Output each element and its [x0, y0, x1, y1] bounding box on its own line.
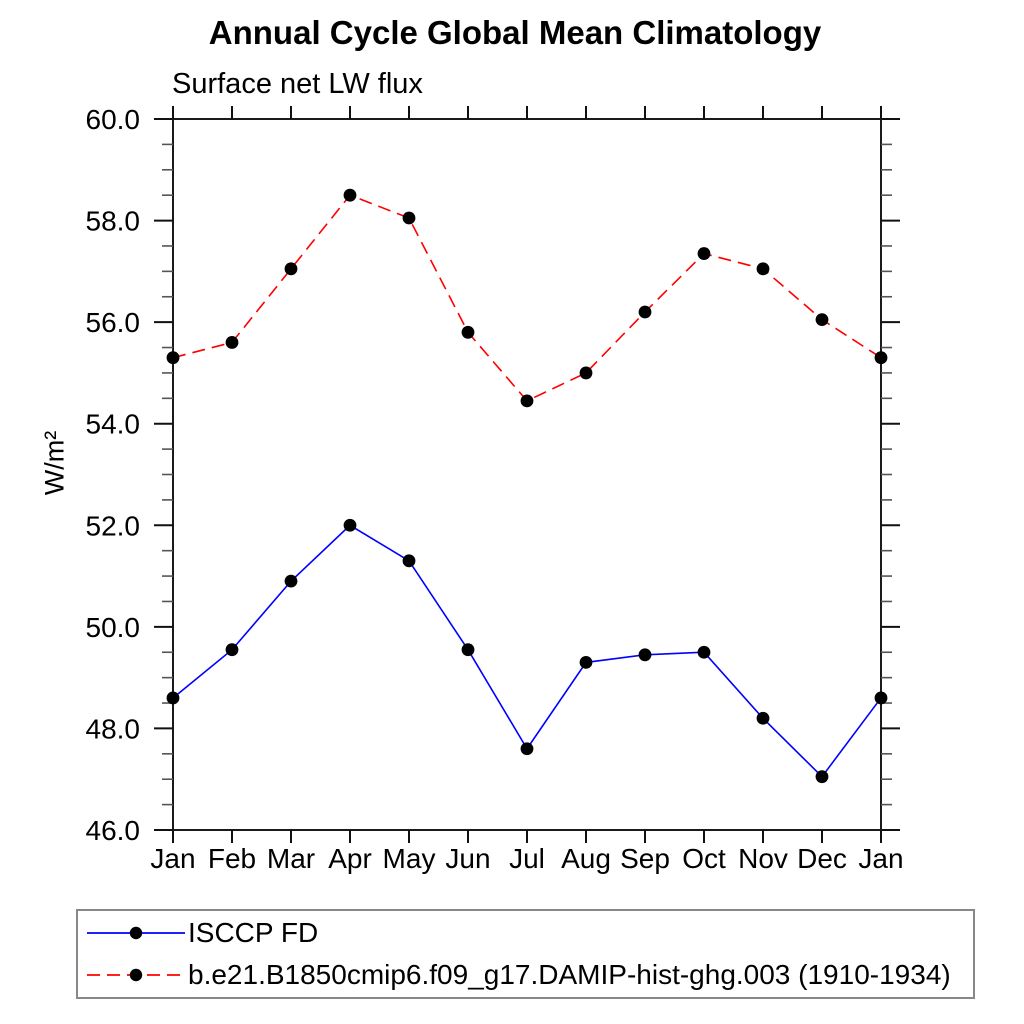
- x-tick-label: Feb: [208, 843, 256, 874]
- y-tick-label: 54.0: [86, 409, 141, 440]
- plot-frame: [172, 118, 882, 831]
- legend-item-model: b.e21.B1850cmip6.f09_g17.DAMIP-hist-ghg.…: [78, 954, 973, 996]
- x-tick-label: Jun: [445, 843, 490, 874]
- data-point-marker: [579, 366, 593, 380]
- data-point-marker: [461, 643, 475, 657]
- x-tick-label: Aug: [561, 843, 611, 874]
- x-tick-label: Nov: [738, 843, 788, 874]
- data-point-marker: [461, 325, 475, 339]
- data-point-marker: [697, 645, 711, 659]
- data-point-marker: [284, 574, 298, 588]
- data-point-marker: [697, 247, 711, 260]
- series-line-0: [172, 524, 882, 778]
- legend-label-model: b.e21.B1850cmip6.f09_g17.DAMIP-hist-ghg.…: [188, 959, 951, 990]
- x-tick-label: Jul: [509, 843, 545, 874]
- chart-subtitle: Surface net LW flux: [172, 68, 423, 100]
- data-point-marker: [579, 656, 593, 669]
- data-point-marker: [520, 394, 534, 408]
- y-tick-label: 52.0: [86, 510, 141, 541]
- x-tick-label: Sep: [620, 843, 670, 874]
- data-point-marker: [402, 211, 416, 225]
- x-tick-label: May: [383, 843, 436, 874]
- y-tick-label: 60.0: [86, 104, 141, 135]
- y-tick-label: 58.0: [86, 206, 141, 237]
- data-point-marker: [874, 351, 888, 365]
- data-point-marker: [225, 336, 239, 349]
- x-tick-label: Apr: [328, 843, 372, 874]
- data-point-marker: [225, 643, 239, 657]
- x-tick-label: Oct: [682, 843, 726, 874]
- data-point-marker: [815, 313, 829, 327]
- x-tick-label: Jan: [858, 843, 903, 874]
- legend-line-sample-model: [87, 968, 185, 982]
- y-tick-label: 50.0: [86, 612, 141, 643]
- y-tick-label: 46.0: [86, 815, 141, 846]
- legend-item-isccp: ISCCP FD: [78, 912, 973, 954]
- data-point-marker: [874, 691, 888, 705]
- y-tick-label: 48.0: [86, 713, 141, 744]
- x-tick-label: Jan: [150, 843, 195, 874]
- data-point-marker: [756, 711, 770, 725]
- data-point-marker: [638, 648, 652, 662]
- data-point-marker: [284, 262, 298, 276]
- series-line-1: [172, 194, 882, 402]
- x-tick-label: Dec: [797, 843, 847, 874]
- legend-line-sample-isccp: [87, 926, 185, 940]
- legend-sample-marker: [129, 968, 143, 982]
- data-point-marker: [815, 770, 829, 784]
- y-tick-label: 56.0: [86, 307, 141, 338]
- legend-box: ISCCP FD b.e21.B1850cmip6.f09_g17.DAMIP-…: [76, 909, 975, 999]
- x-tick-label: Mar: [267, 843, 315, 874]
- data-point-marker: [638, 305, 652, 319]
- chart-title: Annual Cycle Global Mean Climatology: [208, 14, 822, 51]
- data-point-marker: [520, 742, 534, 756]
- data-point-marker: [166, 351, 180, 365]
- legend-sample-marker: [129, 926, 143, 940]
- data-point-marker: [402, 554, 416, 568]
- legend-label-isccp: ISCCP FD: [188, 917, 319, 948]
- data-point-marker: [343, 188, 357, 202]
- data-point-marker: [166, 691, 180, 705]
- data-point-marker: [343, 518, 357, 532]
- data-point-marker: [756, 262, 770, 276]
